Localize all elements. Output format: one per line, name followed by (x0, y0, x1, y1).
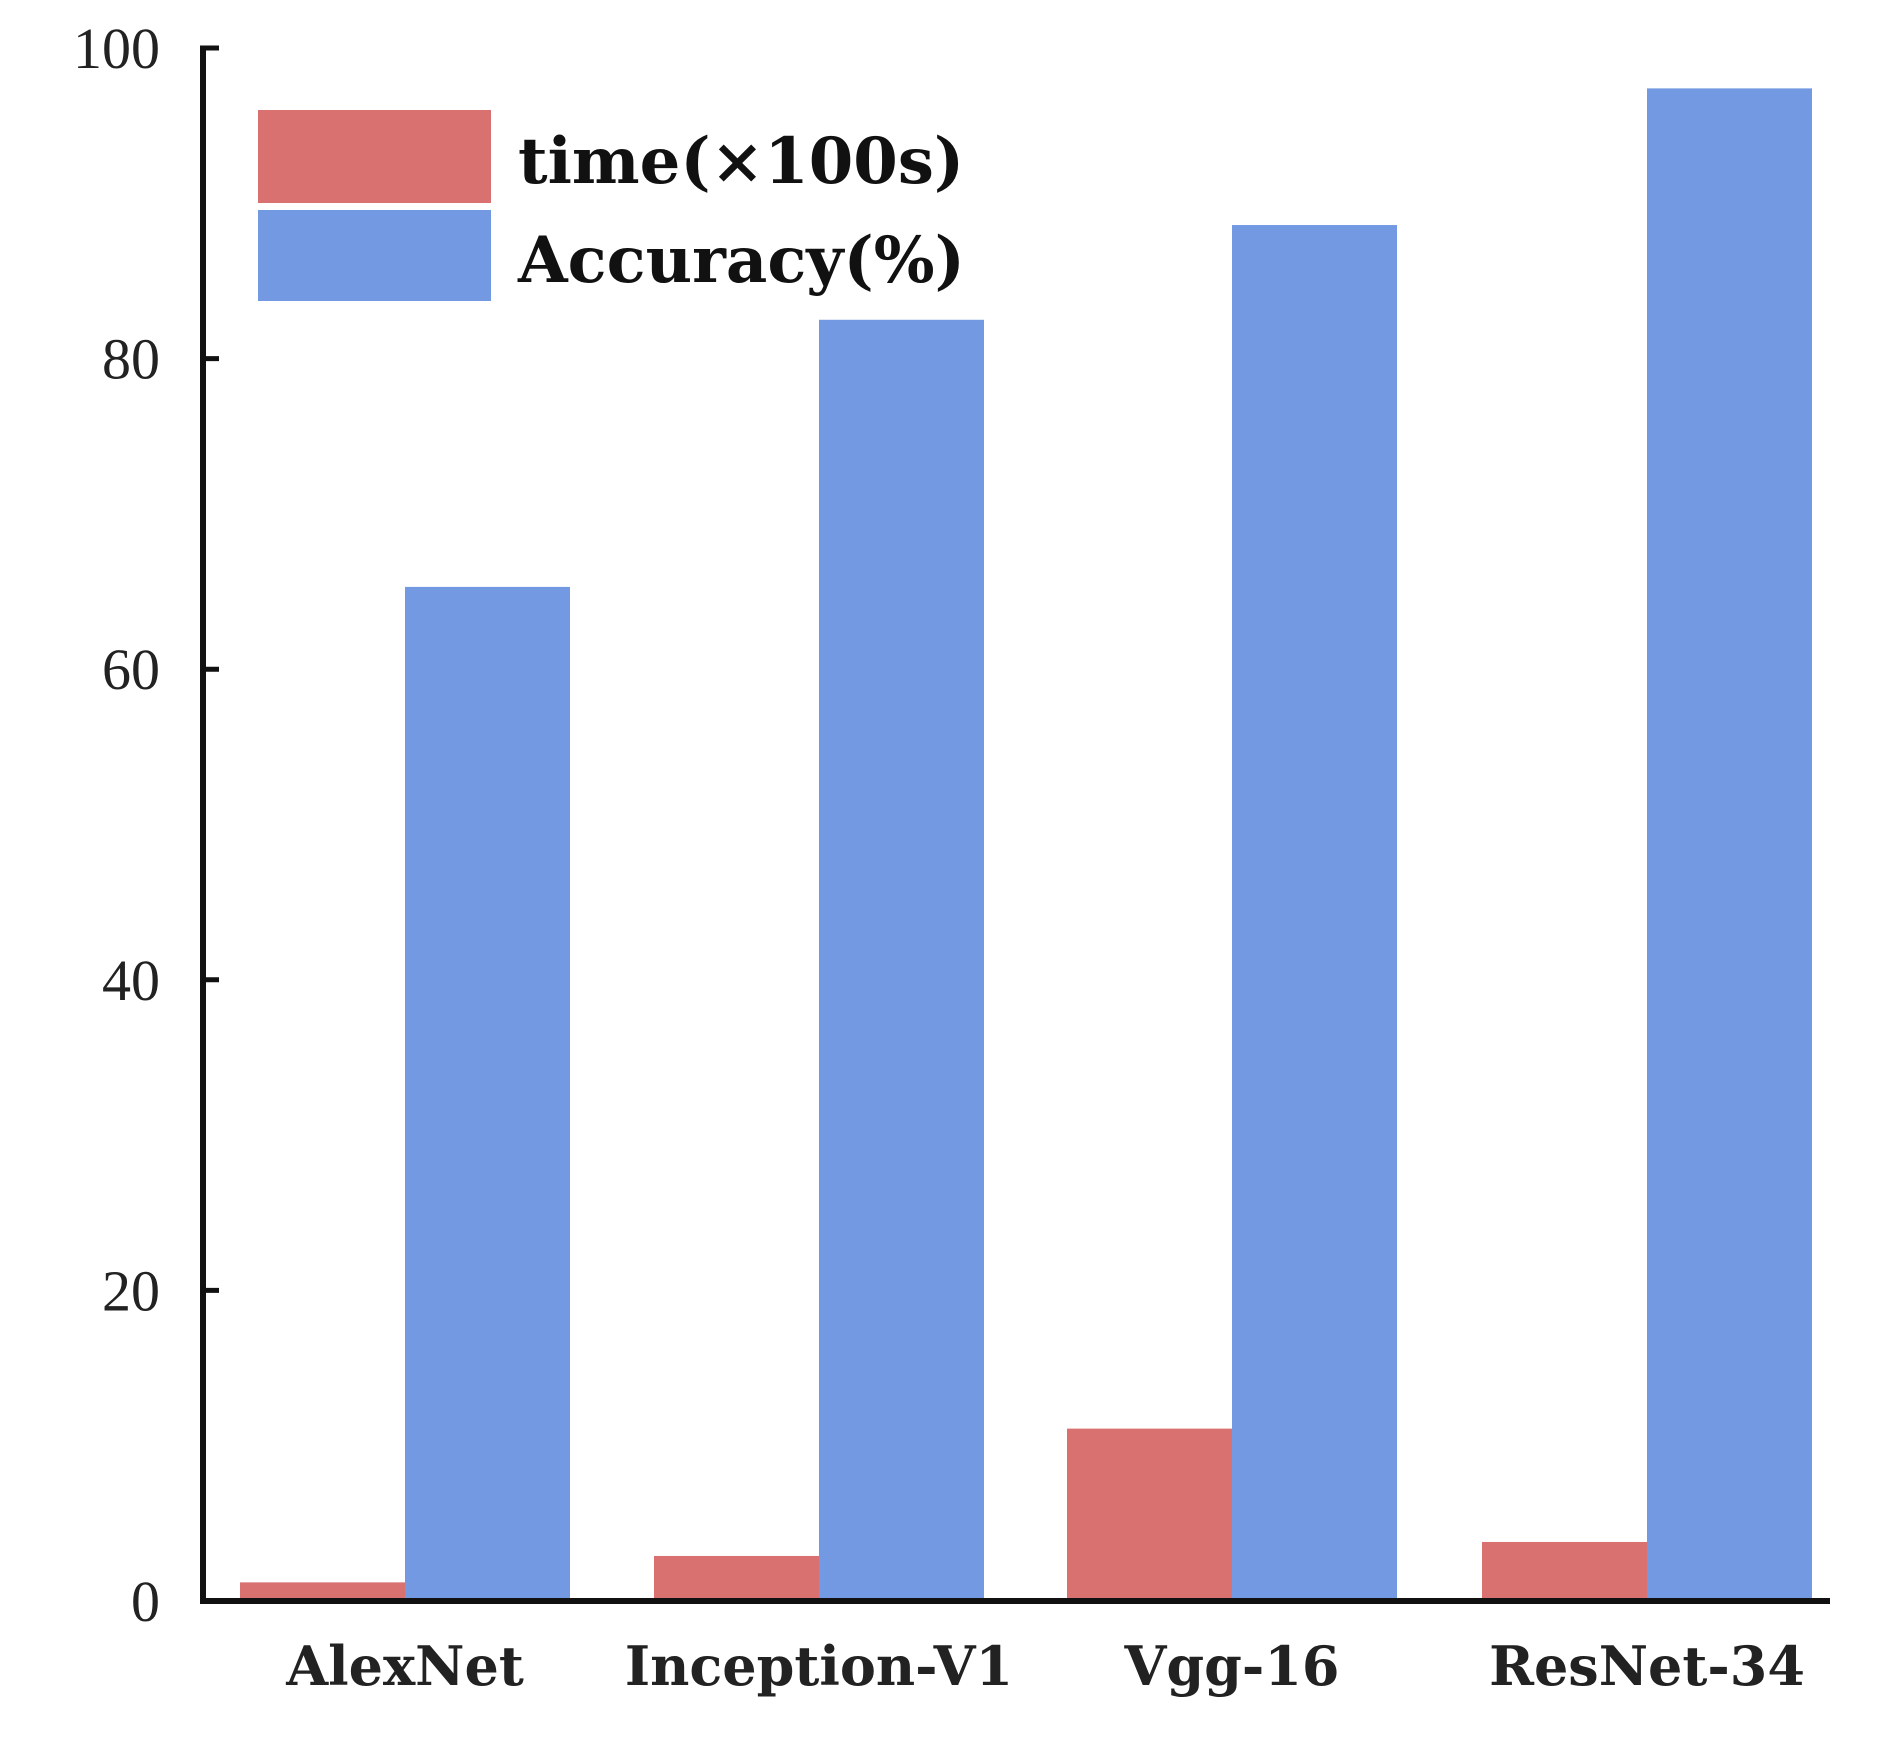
x-tick-label: ResNet-34 (1489, 1634, 1805, 1698)
x-tick-label: Vgg-16 (1124, 1634, 1340, 1698)
bar-accuracy-inception-v1 (819, 319, 984, 1601)
bar-accuracy-alexnet (405, 586, 570, 1601)
y-tick-label: 40 (102, 948, 160, 1013)
bars-group (240, 88, 1812, 1602)
bar-time-vgg-16 (1067, 1428, 1232, 1601)
y-tick-label: 20 (102, 1258, 160, 1323)
y-ticks-group: 0 20 40 60 80 100 (73, 16, 219, 1634)
y-tick-label: 0 (131, 1569, 160, 1634)
x-labels-group: AlexNet Inception-V1 Vgg-16 ResNet-34 (285, 1634, 1805, 1698)
x-tick-label: Inception-V1 (625, 1634, 1013, 1698)
bar-time-alexnet (240, 1582, 405, 1601)
x-tick-label: AlexNet (285, 1634, 524, 1698)
legend-swatch-accuracy (258, 210, 491, 301)
y-tick-label: 100 (73, 16, 160, 81)
legend-label-time: time(×100s) (518, 124, 964, 199)
bar-time-inception-v1 (654, 1555, 819, 1601)
y-tick-label: 60 (102, 637, 160, 702)
y-tick-label: 80 (102, 327, 160, 392)
legend-label-accuracy: Accuracy(%) (517, 223, 965, 298)
bar-time-resnet-34 (1482, 1541, 1647, 1601)
legend: time(×100s) Accuracy(%) (258, 110, 965, 301)
bar-accuracy-resnet-34 (1647, 88, 1812, 1601)
legend-swatch-time (258, 110, 491, 203)
axes-group (200, 48, 1830, 1604)
bar-accuracy-vgg-16 (1232, 225, 1397, 1602)
